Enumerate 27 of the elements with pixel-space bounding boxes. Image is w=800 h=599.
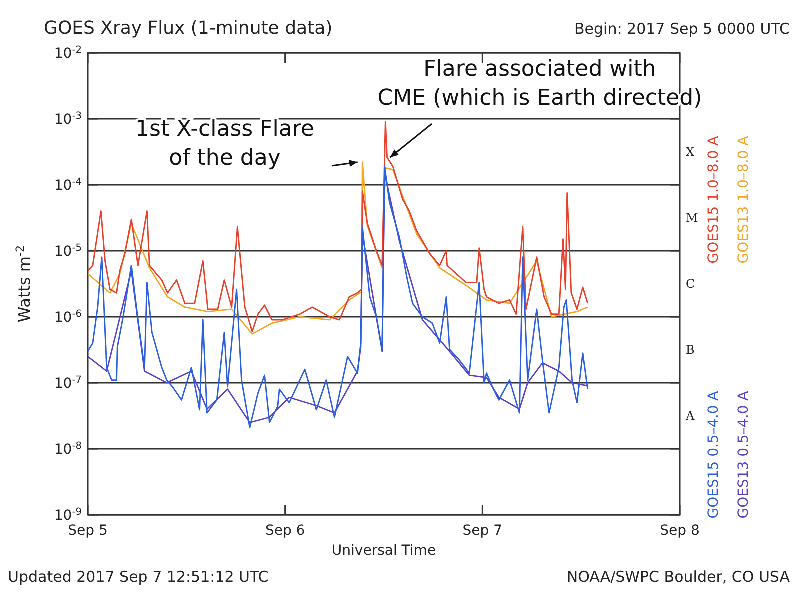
y-tick-label: 10$^{-2}$ xyxy=(54,44,82,62)
text: B xyxy=(686,343,695,357)
text: C xyxy=(686,277,696,291)
annotation: 1st X-class Flare of the day xyxy=(136,117,314,171)
text: A xyxy=(685,409,695,423)
x-tick-label: Sep 5 xyxy=(68,523,108,539)
text: GOES13 1.0–8.0 A xyxy=(736,136,752,264)
x-axis-title: Universal Time xyxy=(332,543,436,559)
y-tick-label: 10$^{-8}$ xyxy=(54,440,82,458)
chart-title: GOES Xray Flux (1-minute data) xyxy=(44,18,333,39)
x-tick-label: Sep 7 xyxy=(462,523,503,539)
text: GOES13 0.5–4.0 A xyxy=(736,390,752,519)
x-tick-label: Sep 8 xyxy=(660,523,700,539)
y-tick-label: 10$^{-6}$ xyxy=(54,308,82,326)
y-tick-label: 10$^{-5}$ xyxy=(54,242,82,260)
text: GOES15 1.0–8.0 A xyxy=(706,136,722,264)
chart-subtitle: Begin: 2017 Sep 5 0000 UTC xyxy=(574,20,790,38)
text: M xyxy=(686,211,698,225)
text: Updated 2017 Sep 7 12:51:12 UTC xyxy=(8,568,269,586)
text: X xyxy=(686,145,695,159)
y-tick-label: 10$^{-7}$ xyxy=(54,374,82,392)
text: NOAA/SWPC Boulder, CO USA xyxy=(566,568,791,586)
text: GOES15 0.5–4.0 A xyxy=(706,390,722,519)
y-tick-label: 10$^{-9}$ xyxy=(54,506,82,524)
y-tick-label: 10$^{-3}$ xyxy=(54,110,82,128)
x-tick-label: Sep 6 xyxy=(265,523,306,539)
y-tick-label: 10$^{-4}$ xyxy=(54,176,82,194)
